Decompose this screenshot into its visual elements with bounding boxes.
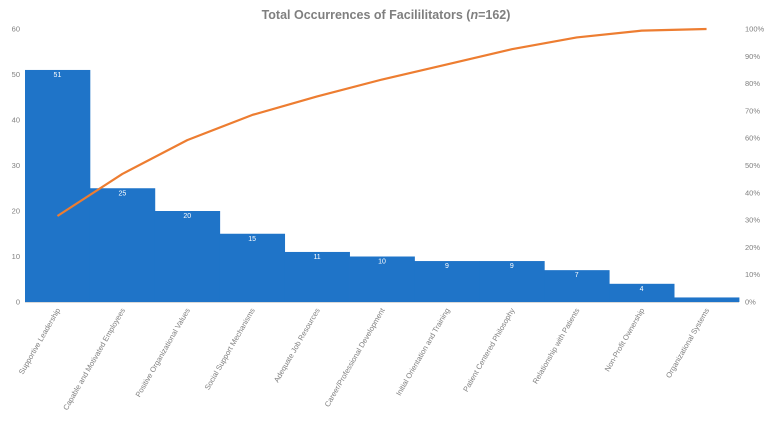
x-category-label: Initial Orientation and Training <box>394 307 452 398</box>
y2-tick-label: 10% <box>745 270 760 279</box>
bar <box>89 188 156 302</box>
y2-tick-label: 60% <box>745 134 760 143</box>
chart-title: Total Occurrences of Facililitators (n=1… <box>262 8 511 22</box>
data-label: 51 <box>54 72 62 79</box>
x-category-label: Relationship with Patients <box>531 306 582 385</box>
x-category-label: Patient Centered Philosophy <box>461 306 516 393</box>
x-category-label: Capable and Motivated Employees <box>61 306 127 411</box>
y-tick-label: 10 <box>12 252 20 261</box>
bar <box>479 261 545 302</box>
y-tick-label: 20 <box>12 207 20 216</box>
y2-tick-label: 100% <box>745 25 765 34</box>
bar <box>219 233 286 302</box>
bar <box>25 69 91 302</box>
bar <box>349 256 415 302</box>
bar <box>609 283 675 302</box>
data-label: 20 <box>183 213 191 220</box>
data-label: 25 <box>118 190 126 197</box>
cumulative-line <box>56 27 707 217</box>
bar-data-labels: 51 25 20 15 11 10 9 9 7 4 <box>54 72 644 293</box>
y2-tick-label: 20% <box>745 243 760 252</box>
data-label: 15 <box>248 236 256 243</box>
right-axis-ticks: 0% 10% 20% 30% 40% 50% 60% 70% 80% 90% 100% <box>745 25 765 307</box>
x-category-label: Supportive Leadership <box>17 307 62 377</box>
y-tick-label: 60 <box>12 25 20 34</box>
data-label: 9 <box>510 263 514 270</box>
y2-tick-label: 80% <box>745 79 760 88</box>
data-label: 9 <box>445 263 449 270</box>
y2-tick-label: 90% <box>745 52 760 61</box>
y-tick-label: 0 <box>16 298 20 307</box>
x-category-label: Non-Profit Ownership <box>603 307 647 374</box>
bar <box>674 297 740 302</box>
y2-tick-label: 30% <box>745 216 760 225</box>
x-category-label: Social Support Mechanisms <box>203 306 257 391</box>
bar <box>284 251 350 302</box>
bar <box>544 270 610 302</box>
y2-tick-label: 70% <box>745 106 760 115</box>
bar <box>154 211 221 302</box>
data-label: 10 <box>378 259 386 266</box>
y-tick-label: 30 <box>12 161 20 170</box>
x-category-label: Positive Organizational Values <box>134 306 193 398</box>
cumulative-line-series <box>56 27 707 217</box>
y2-tick-label: 50% <box>745 161 760 170</box>
x-category-label: Career/Professional Development <box>323 306 388 409</box>
x-category-label: Adequate Job Resources <box>272 306 322 384</box>
bar-series <box>25 69 740 302</box>
y-tick-label: 40 <box>12 116 20 125</box>
x-category-label: Organizational Systems <box>664 306 712 379</box>
y2-tick-label: 0% <box>745 298 756 307</box>
y-tick-label: 50 <box>12 70 20 79</box>
bar <box>414 261 480 302</box>
data-label: 4 <box>640 286 644 293</box>
y2-tick-label: 40% <box>745 188 760 197</box>
left-axis-ticks: 0 10 20 30 40 50 60 <box>12 25 20 307</box>
data-label: 11 <box>313 254 320 261</box>
data-label: 7 <box>575 272 579 279</box>
